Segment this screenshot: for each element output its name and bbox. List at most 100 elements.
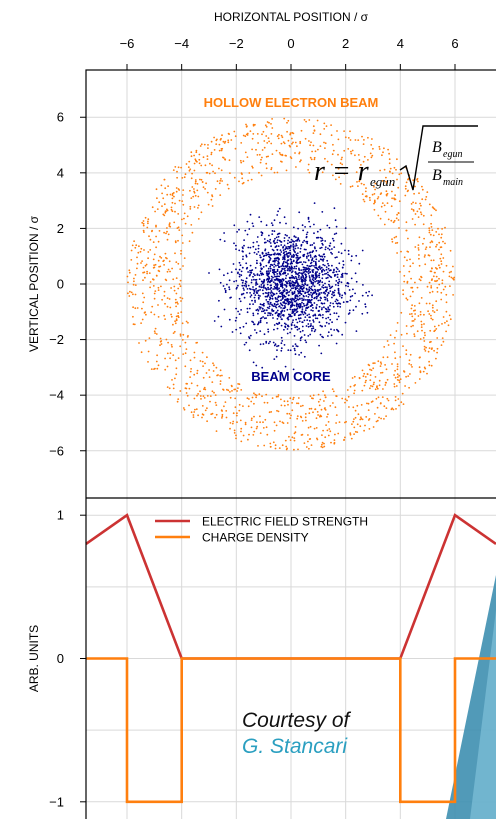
hollow-point — [145, 263, 148, 266]
hollow-point — [304, 137, 307, 140]
core-point — [285, 323, 287, 326]
core-point — [308, 289, 311, 292]
hollow-point — [380, 372, 382, 374]
core-point — [347, 249, 350, 252]
core-point — [330, 334, 333, 337]
core-point — [324, 246, 327, 249]
core-point — [309, 254, 312, 257]
hollow-point — [369, 199, 371, 202]
core-point — [255, 309, 258, 312]
hollow-point — [237, 387, 239, 389]
hollow-point — [400, 250, 402, 253]
core-point — [301, 283, 304, 286]
core-point — [365, 291, 368, 294]
core-point — [273, 269, 276, 271]
hollow-point — [419, 211, 422, 214]
hollow-point — [428, 364, 431, 367]
core-point — [306, 252, 309, 255]
core-point — [258, 274, 261, 277]
hollow-point — [438, 248, 440, 251]
hollow-point — [397, 186, 400, 189]
core-point — [347, 285, 349, 288]
core-point — [298, 354, 300, 356]
core-point — [289, 279, 291, 282]
core-point — [283, 284, 286, 286]
hollow-point — [211, 390, 214, 393]
core-point — [318, 276, 321, 279]
hollow-point — [207, 144, 209, 146]
hollow-point — [296, 402, 298, 405]
core-point — [223, 308, 226, 311]
hollow-point — [157, 286, 160, 289]
hollow-point — [301, 420, 304, 422]
hollow-point — [430, 364, 433, 367]
hollow-point — [363, 139, 365, 141]
core-point — [340, 296, 343, 299]
core-point — [306, 307, 309, 309]
hollow-point — [405, 181, 408, 184]
core-point — [288, 269, 291, 272]
y-axis-title-bottom: ARB. UNITS — [27, 625, 41, 692]
core-point — [334, 219, 337, 222]
core-point — [242, 279, 245, 282]
hollow-point — [383, 346, 386, 348]
core-point — [285, 274, 288, 277]
core-point — [316, 289, 319, 291]
hollow-point — [177, 312, 180, 314]
core-point — [312, 281, 315, 284]
core-point — [303, 285, 305, 287]
hollow-point — [210, 198, 213, 201]
core-point — [358, 262, 361, 265]
core-point — [249, 264, 252, 267]
hollow-point — [163, 214, 166, 217]
core-point — [324, 282, 326, 285]
hollow-point — [154, 290, 157, 292]
core-point — [294, 297, 297, 299]
hollow-point — [194, 158, 197, 161]
hollow-point — [349, 130, 351, 133]
hollow-point — [326, 429, 329, 432]
core-point — [295, 236, 297, 239]
hollow-point — [452, 277, 454, 280]
hollow-point — [311, 150, 313, 153]
hollow-point — [418, 378, 421, 380]
hollow-point — [240, 440, 243, 443]
core-point — [267, 294, 270, 297]
core-point — [245, 262, 248, 265]
hollow-point — [360, 416, 362, 419]
hollow-point — [320, 408, 323, 411]
hollow-point — [352, 420, 355, 423]
core-point — [305, 255, 308, 258]
hollow-point — [304, 413, 307, 415]
hollow-point — [383, 405, 386, 408]
hollow-point — [392, 183, 394, 186]
core-point — [312, 314, 315, 317]
hollow-point — [419, 338, 422, 340]
hollow-point — [405, 349, 408, 352]
core-point — [307, 218, 310, 220]
core-point — [349, 299, 352, 302]
hollow-point — [354, 430, 357, 433]
hollow-point — [201, 416, 203, 419]
hollow-point — [421, 185, 423, 188]
core-point — [287, 259, 290, 261]
hollow-point — [440, 344, 443, 346]
hollow-point — [171, 192, 174, 195]
hollow-point — [310, 141, 312, 144]
hollow-point — [412, 290, 414, 293]
core-point — [337, 291, 340, 294]
core-point — [273, 293, 276, 296]
core-point — [242, 287, 245, 290]
hollow-point — [164, 187, 167, 190]
hollow-point — [286, 412, 289, 415]
x-tick-label-6: 6 — [451, 36, 458, 51]
hollow-point — [208, 369, 211, 371]
hollow-point — [353, 418, 355, 420]
core-point — [313, 242, 315, 245]
hollow-point — [357, 139, 360, 142]
core-point — [254, 294, 257, 296]
hollow-point — [146, 270, 149, 273]
core-point — [240, 279, 243, 281]
hollow-point — [195, 408, 198, 411]
hollow-point — [242, 134, 245, 137]
